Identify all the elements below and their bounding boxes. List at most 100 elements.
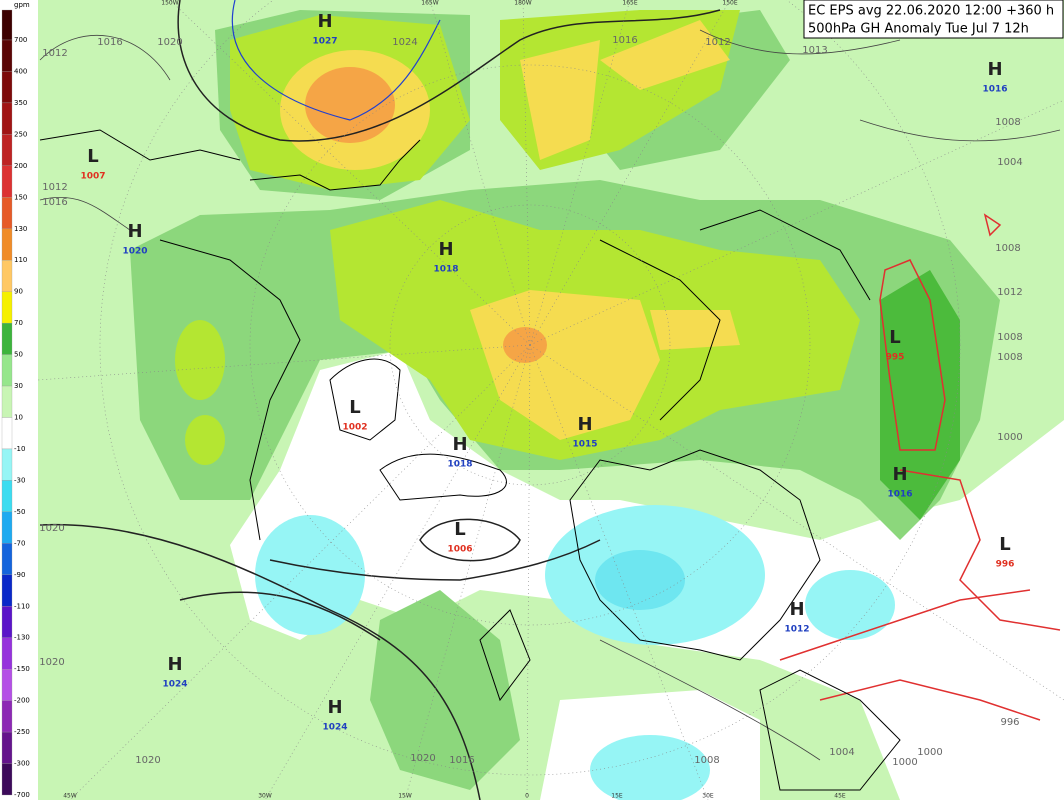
colorbar-swatch xyxy=(1,71,13,104)
isobar-label: 1024 xyxy=(392,37,417,48)
colorbar-swatch xyxy=(1,322,13,355)
isobar-label: 1008 xyxy=(997,352,1022,363)
colorbar-swatch xyxy=(1,763,13,796)
isobar-label: 1016 xyxy=(612,35,637,46)
colorbar-label: 110 xyxy=(14,256,27,264)
longitude-label: 0 xyxy=(525,793,529,800)
pressure-center-letter: L xyxy=(87,146,98,167)
colorbar-swatch xyxy=(1,606,13,638)
pressure-center-letter: H xyxy=(438,239,453,260)
isobar-label: 1020 xyxy=(39,523,64,534)
header-line2: 500hPa GH Anomaly Tue Jul 7 12h xyxy=(808,22,1029,37)
isobar-label: 996 xyxy=(1000,717,1019,728)
isobar-label: 1012 xyxy=(42,182,67,193)
colorbar-swatch xyxy=(1,39,13,72)
colorbar-label: -90 xyxy=(14,571,25,579)
isobar-label: 1012 xyxy=(705,37,730,48)
longitude-label: 15E xyxy=(611,793,623,800)
colorbar-label: -150 xyxy=(14,665,30,673)
longitude-label: 30W xyxy=(258,793,272,800)
pressure-center-letter: H xyxy=(167,654,182,675)
pressure-center-value: 1006 xyxy=(447,545,472,555)
longitude-label: 150E xyxy=(722,0,737,7)
header: EC EPS avg 22.06.2020 12:00 +360 h 500hP… xyxy=(803,0,1064,39)
isobar-label: 1020 xyxy=(135,755,160,766)
colorbar-swatch xyxy=(1,102,13,135)
isobar-label: 1000 xyxy=(892,757,917,768)
colorbar-label: -200 xyxy=(14,697,30,705)
pressure-center-letter: H xyxy=(789,599,804,620)
colorbar-label: -70 xyxy=(14,539,25,547)
colorbar-swatch xyxy=(1,637,13,670)
colorbar-label: 700 xyxy=(14,36,27,44)
colorbar-swatch xyxy=(1,511,13,544)
colorbar-label: 90 xyxy=(14,288,23,296)
isobar-label: 1008 xyxy=(694,755,719,766)
colorbar-swatch xyxy=(1,291,13,324)
pressure-center-letter: H xyxy=(127,221,142,242)
map-labels: H 1027 L 1007 H 1020 H 1018 L 1002 H 1015 H 1018 L 1006… xyxy=(39,0,1022,800)
isobar-label: 1004 xyxy=(997,157,1022,168)
colorbar-swatch xyxy=(1,228,13,261)
isobar-label: 1016 xyxy=(97,37,122,48)
longitude-label: 180W xyxy=(514,0,531,7)
longitude-label: 165E xyxy=(622,0,637,7)
pressure-center-value: 1016 xyxy=(982,85,1007,95)
pressure-center-letter: L xyxy=(349,397,360,418)
colorbar-label: -130 xyxy=(14,634,30,642)
colorbar-label: -250 xyxy=(14,728,30,736)
colorbar-label: 130 xyxy=(14,225,27,233)
colorbar-label: 150 xyxy=(14,193,27,201)
pressure-center-letter: H xyxy=(577,414,592,435)
colorbar-label: 30 xyxy=(14,382,23,390)
longitude-label: 45E xyxy=(834,793,846,800)
isobar-label: 1020 xyxy=(410,753,435,764)
longitude-label: 165W xyxy=(421,0,438,7)
pressure-center-letter: H xyxy=(987,59,1002,80)
header-line1: EC EPS avg 22.06.2020 12:00 +360 h xyxy=(808,4,1054,19)
isobar-label: 1008 xyxy=(997,332,1022,343)
colorbar-swatch xyxy=(1,385,13,418)
pressure-center-value: 1027 xyxy=(312,37,337,47)
isobar-label: 1020 xyxy=(39,657,64,668)
isobar-label: 1012 xyxy=(42,48,67,59)
map-field xyxy=(38,0,1064,800)
pressure-center-value: 1002 xyxy=(342,423,367,433)
colorbar-unit: gpm xyxy=(14,1,30,9)
colorbar-label: 200 xyxy=(14,162,27,170)
isobar-label: 1000 xyxy=(997,432,1022,443)
colorbar-label: 350 xyxy=(14,99,27,107)
longitude-label: 15W xyxy=(398,793,412,800)
colorbar-swatch xyxy=(1,480,13,513)
isobar-label: 1000 xyxy=(917,747,942,758)
pressure-center-letter: H xyxy=(327,697,342,718)
colorbar-label: 70 xyxy=(14,319,23,327)
colorbar-swatch xyxy=(1,448,13,481)
pressure-center-letter: H xyxy=(452,434,467,455)
colorbar-swatch xyxy=(1,731,13,764)
colorbar-label: -30 xyxy=(14,476,25,484)
pressure-center-value: 996 xyxy=(996,560,1015,570)
colorbar-swatch xyxy=(1,417,13,450)
colorbar-swatch xyxy=(1,165,13,198)
isobar-label: 1004 xyxy=(829,747,854,758)
colorbar-swatch xyxy=(1,574,13,607)
isobar-label: 1013 xyxy=(802,45,827,56)
isobar-label: 1012 xyxy=(997,287,1022,298)
longitude-label: 30E xyxy=(702,793,714,800)
pressure-center-value: 1018 xyxy=(433,265,458,275)
colorbar-label: -300 xyxy=(14,760,30,768)
isobar-label: 1020 xyxy=(157,37,182,48)
colorbar: gpm 700 400 350 250 200 150 130 110 90 70 50 30 10 -1… xyxy=(0,0,38,800)
colorbar-label: -10 xyxy=(14,445,25,453)
colorbar-swatch xyxy=(1,669,13,701)
colorbar-label: 50 xyxy=(14,351,23,359)
colorbar-label: 400 xyxy=(14,67,27,75)
colorbar-label: 250 xyxy=(14,130,27,138)
colorbar-swatch xyxy=(1,260,13,292)
pressure-center-value: 1012 xyxy=(784,625,809,635)
colorbar-label: -700 xyxy=(14,791,30,799)
pressure-center-letter: L xyxy=(889,327,900,348)
colorbar-label: -110 xyxy=(14,602,30,610)
